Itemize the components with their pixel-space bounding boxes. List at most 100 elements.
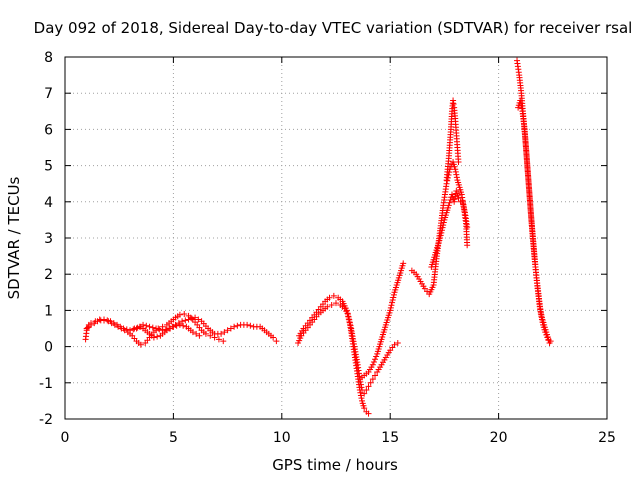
- data-point: [180, 322, 187, 329]
- x-tick-label: 5: [169, 430, 178, 446]
- data-point: [94, 318, 101, 325]
- y-tick-label: -1: [39, 376, 53, 392]
- data-point: [345, 316, 352, 323]
- data-point: [153, 325, 160, 332]
- data-point: [91, 320, 98, 327]
- data-point: [452, 168, 459, 175]
- data-point: [437, 232, 444, 239]
- y-tick-label: -2: [39, 412, 53, 428]
- data-point: [97, 317, 104, 324]
- data-point: [346, 318, 353, 325]
- y-tick-label: 7: [44, 86, 53, 102]
- data-point: [440, 222, 447, 229]
- data-point: [189, 329, 196, 336]
- data-point: [192, 314, 199, 321]
- data-point: [390, 291, 397, 298]
- data-point: [104, 317, 111, 324]
- data-point: [345, 313, 352, 320]
- data-point: [450, 97, 457, 104]
- data-point: [388, 302, 395, 309]
- data-point: [451, 196, 458, 203]
- data-point: [328, 301, 335, 308]
- data-point: [363, 387, 370, 394]
- axis-ticks: [64, 56, 608, 420]
- data-point: [356, 387, 363, 394]
- data-point: [330, 292, 337, 299]
- data-point: [143, 322, 150, 329]
- data-point: [518, 102, 525, 109]
- data-point: [154, 333, 161, 340]
- data-point: [110, 320, 117, 327]
- data-point: [517, 97, 524, 104]
- data-point: [207, 332, 214, 339]
- data-point: [440, 219, 447, 226]
- data-point: [185, 316, 192, 323]
- data-point: [193, 330, 200, 337]
- data-point: [389, 297, 396, 304]
- data-point: [146, 323, 153, 330]
- data-point: [170, 323, 177, 330]
- data-point: [538, 311, 545, 318]
- data-point: [460, 201, 467, 208]
- data-point: [173, 322, 180, 329]
- data-point: [389, 299, 396, 306]
- data-point: [244, 321, 251, 328]
- data-point: [218, 330, 225, 337]
- x-tick-labels: 0 5 10 15 20 25: [61, 430, 616, 446]
- data-point: [344, 310, 351, 317]
- grid: [65, 57, 607, 419]
- data-point: [391, 341, 398, 348]
- data-point: [438, 227, 445, 234]
- data-point: [451, 198, 458, 205]
- data-point: [439, 224, 446, 231]
- data-point: [536, 303, 543, 310]
- chart-title: Day 092 of 2018, Sidereal Day-to-day VTE…: [34, 19, 633, 37]
- data-point: [369, 361, 376, 368]
- data-point: [365, 410, 372, 417]
- data-point: [273, 338, 280, 345]
- data-point: [387, 304, 394, 311]
- y-tick-label: 6: [44, 122, 53, 138]
- x-tick-label: 10: [273, 430, 291, 446]
- data-point: [231, 323, 238, 330]
- data-point: [373, 353, 380, 360]
- data-point: [390, 294, 397, 301]
- data-point: [372, 372, 379, 379]
- data-point: [453, 174, 460, 181]
- data-point: [117, 323, 124, 330]
- data-point: [343, 307, 350, 314]
- y-tick-label: 4: [44, 195, 53, 211]
- data-point: [176, 311, 183, 318]
- data-point: [195, 316, 202, 323]
- data-point: [358, 395, 365, 402]
- data-point: [537, 309, 544, 316]
- data-point: [455, 195, 462, 202]
- y-tick-label: 2: [44, 267, 53, 283]
- x-axis-title: GPS time / hours: [272, 456, 398, 474]
- data-point: [120, 325, 127, 332]
- data-point: [372, 356, 379, 363]
- data-point: [156, 326, 163, 333]
- data-point: [220, 338, 227, 345]
- data-point: [181, 311, 188, 318]
- data-point: [333, 300, 339, 307]
- data-point: [464, 242, 471, 249]
- data-point: [221, 329, 228, 336]
- data-point: [445, 202, 452, 209]
- y-tick-label: 8: [44, 50, 53, 66]
- data-point: [134, 324, 141, 331]
- data-point: [367, 379, 374, 386]
- data-point: [461, 206, 468, 213]
- data-point: [517, 100, 524, 107]
- data-point: [446, 199, 453, 206]
- data-point: [460, 204, 467, 211]
- data-point: [361, 405, 368, 412]
- data-point: [438, 229, 445, 236]
- data-point: [149, 324, 156, 331]
- data-point: [227, 325, 234, 332]
- data-point: [547, 338, 554, 345]
- data-point: [182, 317, 189, 324]
- data-point: [196, 332, 203, 339]
- data-point: [150, 334, 157, 341]
- data-point: [163, 327, 170, 334]
